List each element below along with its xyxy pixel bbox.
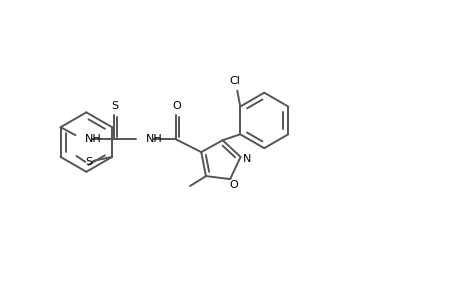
- Text: Cl: Cl: [230, 76, 240, 86]
- Text: O: O: [230, 180, 238, 190]
- Text: NH: NH: [146, 134, 162, 144]
- Text: NH: NH: [84, 134, 101, 144]
- Text: N: N: [243, 154, 251, 164]
- Text: S: S: [85, 157, 93, 167]
- Text: S: S: [111, 101, 118, 111]
- Text: O: O: [172, 101, 180, 111]
